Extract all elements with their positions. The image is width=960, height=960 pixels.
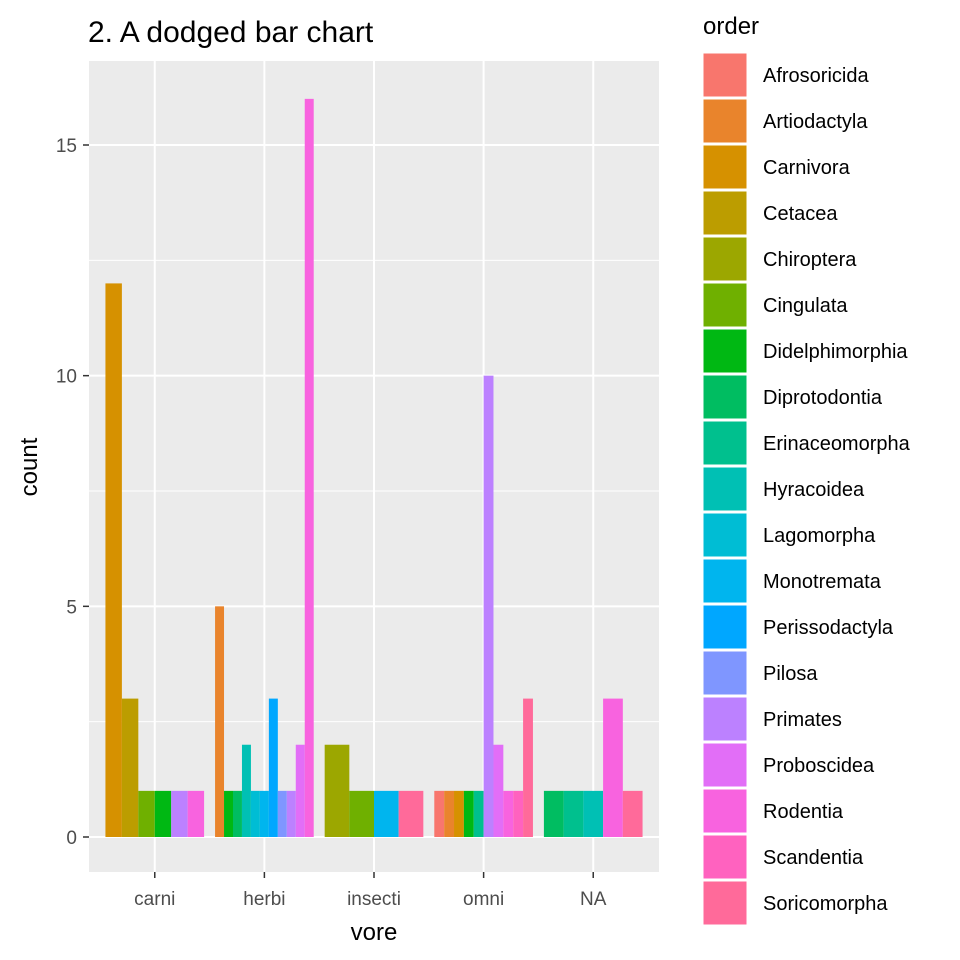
bar: [232, 790, 242, 837]
bar: [171, 790, 188, 837]
bars: [105, 98, 643, 837]
y-axis: 0 5 10 15: [56, 136, 89, 849]
legend-key: [702, 834, 748, 880]
legend-key: [702, 144, 748, 190]
bar: [503, 790, 514, 837]
x-tick-label: omni: [463, 889, 504, 910]
legend-key: [702, 328, 748, 374]
bar: [215, 606, 225, 837]
legend-key: [702, 880, 748, 926]
legend-key: [702, 52, 748, 98]
bar: [444, 790, 455, 837]
bar: [187, 790, 205, 837]
x-tick-label: herbi: [243, 889, 285, 910]
chart-title: 2. A dodged bar chart: [88, 16, 374, 49]
legend-key: [702, 282, 748, 328]
y-tick-label: 15: [56, 136, 77, 157]
y-axis-title: count: [16, 437, 43, 496]
legend-key: [702, 190, 748, 236]
legend-title: order: [703, 13, 759, 40]
bar: [138, 790, 155, 837]
bar: [563, 790, 584, 837]
bar: [454, 790, 464, 837]
legend-key: [702, 696, 748, 742]
bar: [622, 790, 643, 837]
legend-label: Soricomorpha: [763, 893, 888, 915]
legend-label: Primates: [763, 709, 842, 731]
legend-label: Pilosa: [763, 663, 818, 685]
legend-key: [702, 236, 748, 282]
legend-label: Cingulata: [763, 295, 848, 317]
legend-label: Monotremata: [763, 571, 882, 593]
bar: [473, 790, 484, 837]
bar: [268, 698, 278, 837]
bar: [463, 790, 474, 837]
bar: [483, 375, 494, 837]
legend-label: Rodentia: [763, 801, 844, 823]
bar: [374, 790, 399, 837]
legend-label: Cetacea: [763, 203, 838, 225]
legend-label: Scandentia: [763, 847, 864, 869]
x-axis-title: vore: [351, 919, 398, 946]
legend-label: Proboscidea: [763, 755, 875, 777]
x-tick-label: insecti: [347, 889, 401, 910]
bar: [398, 790, 424, 837]
x-tick-label: carni: [134, 889, 175, 910]
bar: [543, 790, 564, 837]
bar: [295, 744, 305, 837]
bar: [603, 698, 623, 837]
x-tick-label: NA: [580, 889, 607, 910]
legend-key: [702, 604, 748, 650]
bar: [324, 744, 350, 837]
bar: [241, 744, 251, 837]
legend-label: Artiodactyla: [763, 111, 868, 133]
bar: [224, 790, 233, 837]
legend-key: [702, 374, 748, 420]
legend: Afrosoricida Artiodactyla Carnivora Cetacea…: [702, 52, 911, 926]
bar: [277, 790, 287, 837]
bar: [304, 98, 314, 837]
legend-label: Diprotodontia: [763, 387, 883, 409]
bar: [259, 790, 269, 837]
legend-key: [702, 98, 748, 144]
bar: [286, 790, 296, 837]
legend-label: Chiroptera: [763, 249, 857, 271]
legend-label: Didelphimorphia: [763, 341, 908, 363]
legend-key: [702, 650, 748, 696]
y-tick-label: 10: [56, 367, 77, 388]
legend-label: Perissodactyla: [763, 617, 894, 639]
legend-label: Erinaceomorpha: [763, 433, 911, 455]
bar: [105, 283, 122, 837]
legend-key: [702, 466, 748, 512]
legend-key: [702, 742, 748, 788]
legend-label: Hyracoidea: [763, 479, 865, 501]
y-tick-label: 0: [66, 828, 77, 849]
bar: [121, 698, 139, 837]
x-axis: carni herbi insecti omni NA: [134, 872, 607, 910]
legend-label: Carnivora: [763, 157, 851, 179]
legend-key: [702, 558, 748, 604]
bar: [434, 790, 445, 837]
y-tick-label: 5: [66, 597, 77, 618]
bar: [349, 790, 374, 837]
bar: [513, 790, 524, 837]
bar: [154, 790, 172, 837]
bar: [523, 698, 533, 837]
legend-key: [702, 420, 748, 466]
bar: [493, 744, 504, 837]
legend-key: [702, 512, 748, 558]
legend-label: Lagomorpha: [763, 525, 876, 547]
bar: [583, 790, 604, 837]
legend-label: Afrosoricida: [763, 65, 869, 87]
bar: [250, 790, 260, 837]
legend-key: [702, 788, 748, 834]
